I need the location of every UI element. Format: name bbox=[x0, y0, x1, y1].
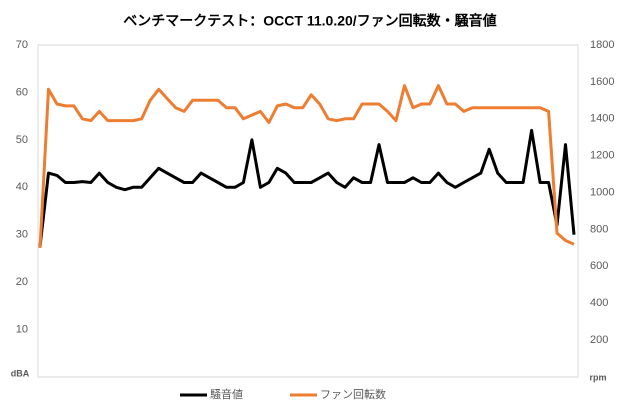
y2-tick-label: 1200 bbox=[590, 150, 614, 162]
y2-tick-label: 1600 bbox=[590, 76, 614, 88]
y2-tick-label: 600 bbox=[590, 260, 608, 272]
y-tick-label: 40 bbox=[16, 181, 28, 193]
y2-tick-label: 800 bbox=[590, 223, 608, 235]
y2-tick-label: 1800 bbox=[590, 39, 614, 51]
y-tick-label: 50 bbox=[16, 134, 28, 146]
y-tick-label: 20 bbox=[16, 276, 28, 288]
y2-tick-label: 400 bbox=[590, 297, 608, 309]
y2-tick-label: 1000 bbox=[590, 186, 614, 198]
y-tick-label: 60 bbox=[16, 86, 28, 98]
y2-tick-label: 200 bbox=[590, 334, 608, 346]
legend-label: 騒音値 bbox=[210, 387, 243, 401]
y-tick-label: 30 bbox=[16, 229, 28, 241]
y-axis-label: dBA bbox=[11, 368, 30, 378]
y2-tick-label: 1400 bbox=[590, 113, 614, 125]
legend-label: ファン回転数 bbox=[320, 388, 386, 401]
y2-axis-label: rpm bbox=[589, 372, 606, 382]
y-tick-label: 70 bbox=[16, 39, 28, 51]
chart-title: ベンチマークテスト：OCCT 11.0.20/ファン回転数・騒音値 bbox=[123, 13, 496, 29]
y-tick-label: 10 bbox=[16, 323, 28, 335]
plot-area bbox=[37, 44, 579, 378]
series-line bbox=[38, 84, 575, 248]
series-line bbox=[38, 128, 576, 247]
